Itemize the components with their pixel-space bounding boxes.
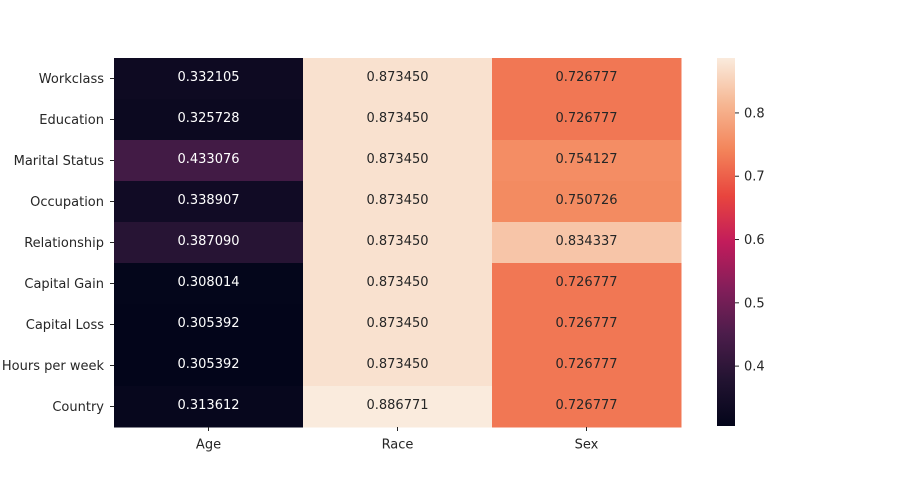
heatmap-cell: [114, 386, 304, 428]
y-tick-label: Country: [52, 400, 104, 415]
heatmap-cell: [303, 386, 493, 428]
colorbar-tick-label: 0.5: [744, 296, 765, 311]
colorbar-tick-label: 0.8: [744, 106, 765, 121]
heatmap-cell: [114, 304, 304, 346]
cell-value-label: 0.873450: [366, 152, 428, 167]
cell-value-label: 0.308014: [177, 275, 239, 290]
heatmap-cell: [114, 263, 304, 305]
heatmap-cell: [492, 304, 682, 346]
colorbar-tick-label: 0.4: [744, 360, 765, 375]
heatmap-cell: [303, 222, 493, 264]
cell-value-label: 0.754127: [555, 152, 617, 167]
x-tick-label: Race: [382, 438, 414, 453]
heatmap-cell: [492, 345, 682, 387]
cell-value-label: 0.305392: [177, 357, 239, 372]
cell-value-label: 0.873450: [366, 193, 428, 208]
cell-value-label: 0.313612: [177, 398, 239, 413]
heatmap-cell-labels: 0.332105 0.873450 0.726777 0.325728 0.873450…: [177, 70, 617, 413]
heatmap-cell: [492, 263, 682, 305]
cell-value-label: 0.726777: [555, 357, 617, 372]
cell-value-label: 0.726777: [555, 70, 617, 85]
heatmap-cell: [303, 140, 493, 182]
y-tick-label: Capital Loss: [26, 318, 104, 333]
heatmap-cell: [303, 58, 493, 100]
cell-value-label: 0.873450: [366, 316, 428, 331]
cell-value-label: 0.873450: [366, 111, 428, 126]
heatmap-cell: [492, 386, 682, 428]
y-tick-label: Education: [39, 113, 104, 128]
cell-value-label: 0.726777: [555, 111, 617, 126]
y-tick-label: Hours per week: [2, 359, 105, 374]
cell-value-label: 0.873450: [366, 357, 428, 372]
cell-value-label: 0.726777: [555, 275, 617, 290]
heatmap-cell: [492, 222, 682, 264]
heatmap-cell: [303, 304, 493, 346]
cell-value-label: 0.726777: [555, 316, 617, 331]
heatmap-cell: [114, 222, 304, 264]
y-axis: Workclass Education Marital Status Occupati…: [2, 72, 114, 415]
heatmap-cell: [492, 58, 682, 100]
heatmap-cell: [492, 99, 682, 141]
y-tick-label: Workclass: [39, 72, 104, 87]
colorbar-tick-label: 0.6: [744, 233, 765, 248]
heatmap-cell: [303, 99, 493, 141]
x-tick-label: Age: [196, 438, 221, 453]
cell-value-label: 0.726777: [555, 398, 617, 413]
heatmap-cell: [114, 58, 304, 100]
heatmap-cell: [114, 181, 304, 223]
x-axis: Age Race Sex: [196, 427, 599, 453]
cell-value-label: 0.834337: [555, 234, 617, 249]
cell-value-label: 0.325728: [177, 111, 239, 126]
y-tick-label: Capital Gain: [24, 277, 104, 292]
cell-value-label: 0.387090: [177, 234, 239, 249]
heatmap-cell: [303, 345, 493, 387]
cell-value-label: 0.332105: [177, 70, 239, 85]
heatmap-cell: [303, 181, 493, 223]
heatmap-cell: [114, 345, 304, 387]
cell-value-label: 0.338907: [177, 193, 239, 208]
x-tick-label: Sex: [575, 438, 599, 453]
cell-value-label: 0.305392: [177, 316, 239, 331]
y-tick-label: Relationship: [24, 236, 104, 251]
colorbar: 0.4 0.5 0.6 0.7 0.8: [717, 58, 765, 426]
heatmap-cells: [114, 58, 682, 428]
heatmap-cell: [114, 99, 304, 141]
colorbar-gradient: [717, 58, 735, 426]
cell-value-label: 0.873450: [366, 70, 428, 85]
cell-value-label: 0.433076: [177, 152, 239, 167]
heatmap-cell: [492, 140, 682, 182]
cell-value-label: 0.750726: [555, 193, 617, 208]
colorbar-tick-label: 0.7: [744, 170, 765, 185]
heatmap-cell: [303, 263, 493, 305]
heatmap-cell: [492, 181, 682, 223]
heatmap-cell: [114, 140, 304, 182]
y-tick-label: Occupation: [30, 195, 104, 210]
cell-value-label: 0.873450: [366, 275, 428, 290]
cell-value-label: 0.886771: [366, 398, 428, 413]
y-tick-label: Marital Status: [14, 154, 105, 169]
cell-value-label: 0.873450: [366, 234, 428, 249]
